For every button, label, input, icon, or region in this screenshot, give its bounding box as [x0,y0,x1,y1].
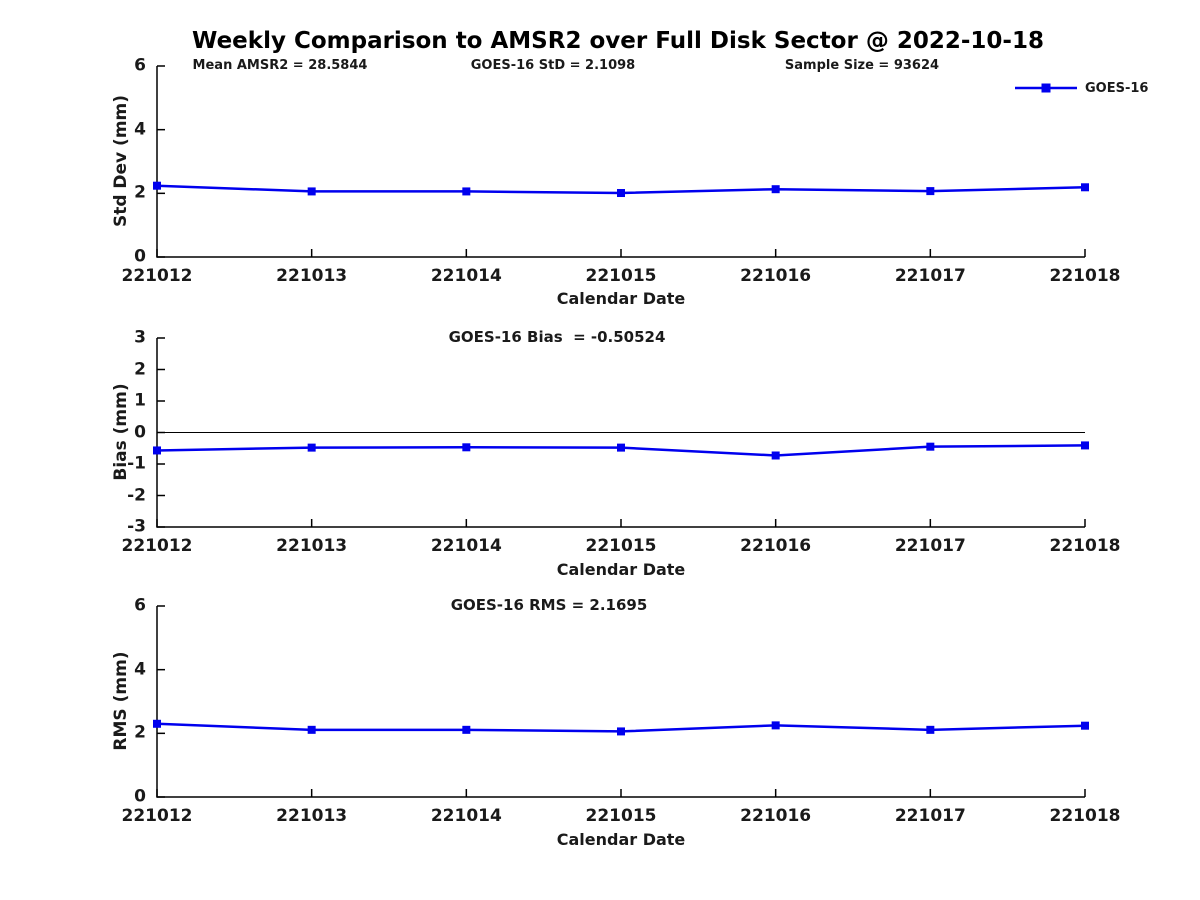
x-tick-label: 221015 [585,266,657,286]
x-tick-label: 221017 [894,806,966,826]
x-tick-label: 221015 [585,536,657,556]
figure-title: Weekly Comparison to AMSR2 over Full Dis… [192,28,1044,54]
axes [156,606,1085,798]
data-point-marker [153,181,161,190]
x-axis-label-calendar-date: Calendar Date [556,289,686,308]
y-tick-label: 2 [134,359,146,379]
x-tick-label: 221013 [276,806,348,826]
x-tick-label: 221017 [894,266,966,286]
annotation-sample-size: Sample Size = 93624 [784,58,940,73]
axes [156,66,1085,258]
x-tick-label: 221016 [740,806,812,826]
data-point-marker [926,442,935,451]
y-axis-label-stddev: Std Dev (mm) [111,94,131,228]
x-axis-label-calendar-date: Calendar Date [556,830,686,849]
x-tick-label: 221013 [276,266,348,286]
x-tick-label: 221018 [1049,266,1121,286]
y-tick-label: 6 [134,595,146,616]
y-tick-label: 2 [134,182,146,203]
x-tick-label: 221013 [276,536,348,556]
data-point-marker [1081,441,1089,450]
y-tick-label: 1 [134,390,146,411]
y-tick-label: 4 [134,119,146,140]
x-tick-label: 221018 [1049,536,1121,556]
x-tick-label: 221016 [740,266,812,286]
legend-marker [1041,83,1051,93]
chart-stddev [153,65,1089,258]
y-tick-label: 0 [134,246,146,267]
data-point-marker [307,187,316,196]
x-tick-label: 221012 [121,266,193,286]
x-tick-label: 221014 [430,536,502,556]
chart-rms [153,605,1089,798]
x-tick-label: 221015 [585,806,657,826]
y-tick-label: 4 [134,659,146,680]
data-point-marker [617,727,625,736]
data-point-marker [771,721,780,730]
annotation-mean-amsr2: Mean AMSR2 = 28.5844 [192,58,368,73]
data-point-marker [617,443,625,452]
data-point-marker [307,725,316,734]
legend-label: GOES-16 [1085,81,1149,96]
data-point-marker [153,446,161,455]
data-point-marker [617,189,625,198]
y-tick-label: -1 [127,453,146,474]
x-tick-label: 221018 [1049,806,1121,826]
annotation-goes16-rms: GOES-16 RMS = 2.1695 [450,596,648,614]
legend [1015,83,1077,93]
y-tick-label: -3 [127,516,146,537]
x-tick-label: 221014 [430,266,502,286]
data-point-marker [1081,721,1089,730]
data-point-marker [1081,183,1089,192]
x-axis-label-calendar-date: Calendar Date [556,560,686,579]
data-point-marker [153,719,161,728]
x-tick-label: 221017 [894,536,966,556]
annotation-goes16-bias: GOES-16 Bias = -0.50524 [448,328,666,346]
data-point-marker [462,725,471,734]
data-point-marker [771,451,780,460]
data-point-marker [926,187,935,196]
y-tick-label: 0 [134,422,146,442]
data-point-marker [462,187,471,196]
x-tick-label: 221016 [740,536,812,556]
x-tick-label: 221012 [121,806,193,826]
chart-bias [153,337,1089,528]
y-tick-label: -2 [127,485,146,505]
data-point-marker [307,443,316,452]
data-point-marker [462,443,471,452]
y-tick-label: 2 [134,722,146,743]
data-point-marker [771,185,780,194]
y-tick-label: 6 [134,55,146,76]
annotation-goes16-std: GOES-16 StD = 2.1098 [470,58,636,73]
x-tick-label: 221012 [121,536,193,556]
y-tick-label: 0 [134,786,146,807]
y-tick-label: 3 [134,327,146,348]
x-tick-label: 221014 [430,806,502,826]
data-point-marker [926,725,935,734]
